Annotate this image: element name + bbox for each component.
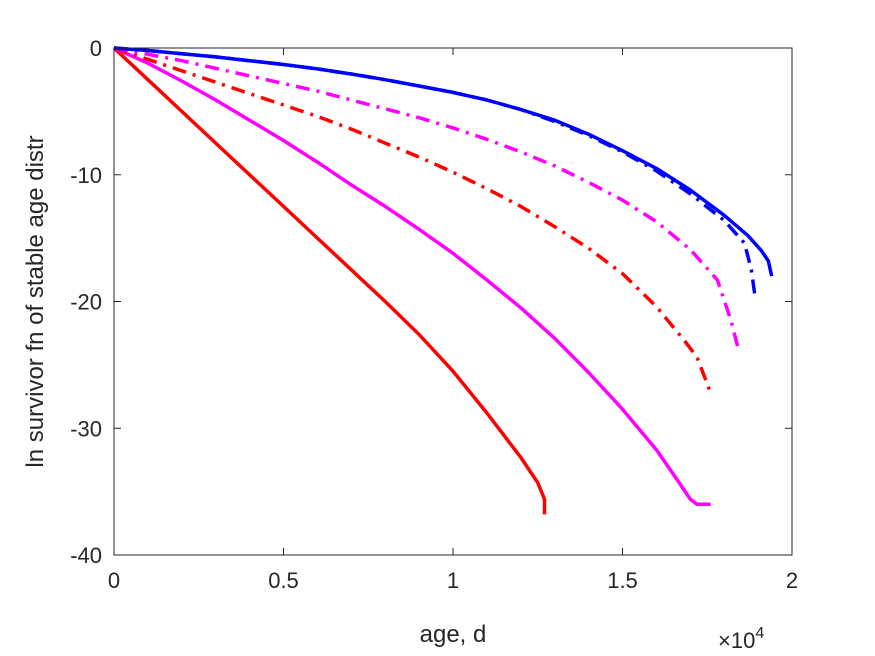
y-tick-label: -10 (70, 163, 102, 188)
x-tick-label: 1.5 (607, 568, 638, 593)
series-line-3 (113, 46, 713, 394)
x-tick-label: 1 (447, 568, 459, 593)
x-axis-label: age, d (420, 621, 487, 648)
series-line-2 (113, 46, 711, 507)
ticks-layer: 0 0.5 1 1.5 2 0 -10 -20 -30 -40 (70, 36, 798, 593)
y-tick-label: -20 (70, 290, 102, 315)
y-axis-label: ln survivor fn of stable age distr (22, 135, 49, 467)
x-axis-multiplier: ×104 (718, 625, 764, 653)
x-tick-label: 2 (786, 568, 798, 593)
x-multiplier-exponent: 4 (755, 625, 764, 642)
series-line-6 (113, 46, 774, 277)
x-tick-label: 0.5 (268, 568, 299, 593)
series-line-5 (113, 46, 757, 295)
series-line-4 (113, 46, 740, 348)
series-layer (112, 46, 774, 515)
x-multiplier-base: ×10 (718, 628, 755, 653)
y-tick-label: 0 (90, 36, 102, 61)
y-tick-label: -40 (70, 543, 102, 568)
series-line-1 (112, 46, 547, 515)
y-tick-label: -30 (70, 416, 102, 441)
x-tick-label: 0 (108, 568, 120, 593)
